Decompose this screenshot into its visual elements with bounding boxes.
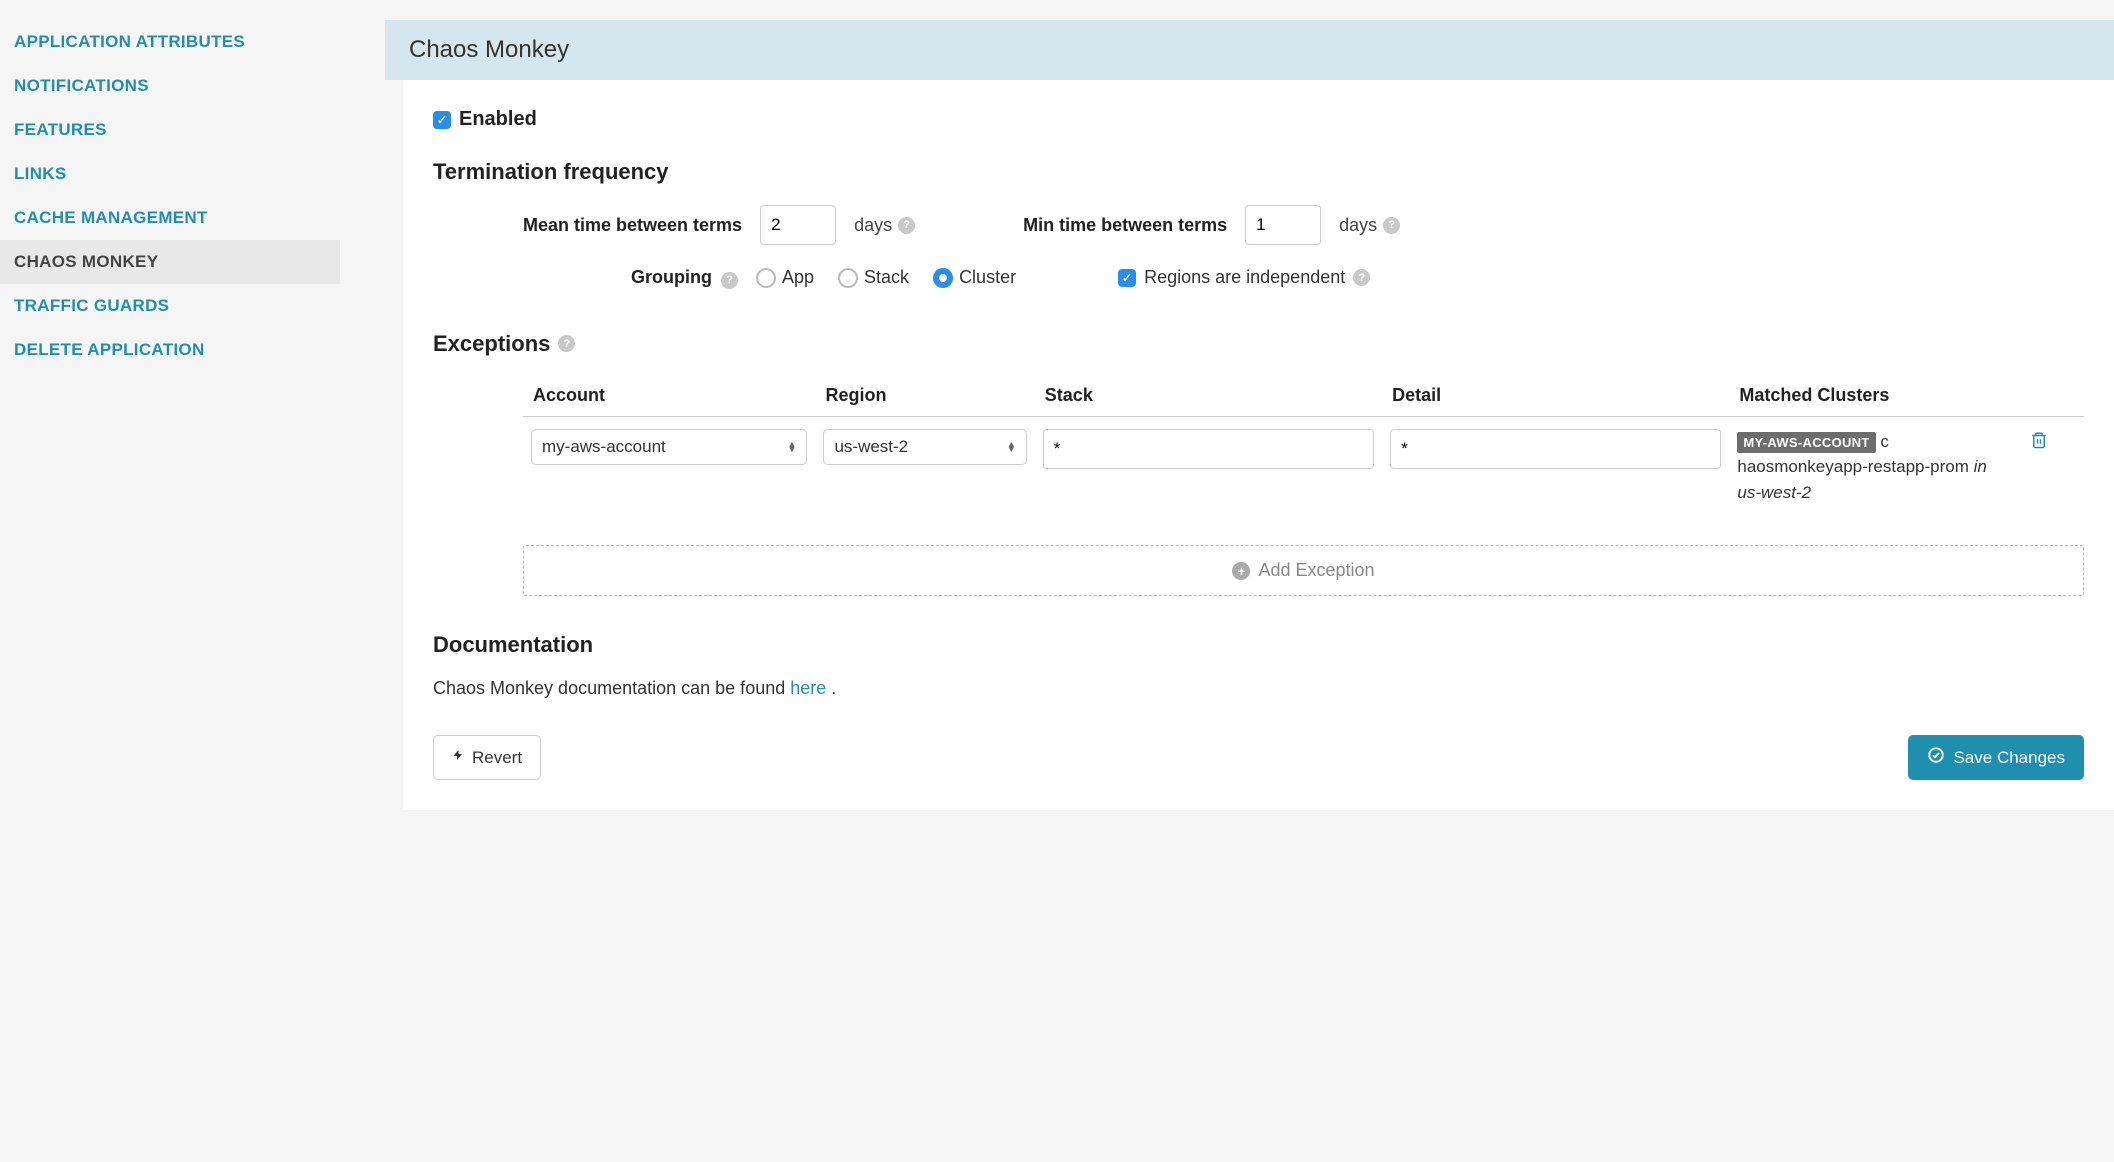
detail-input[interactable] [1390,429,1721,469]
grouping-radio-group: App Stack Cluster [756,267,1016,288]
documentation-section-title: Documentation [433,632,2084,658]
radio-circle-icon [838,268,858,288]
radio-label: Stack [864,267,909,288]
footer-row: Revert Save Changes [433,735,2084,780]
documentation-text: Chaos Monkey documentation can be found … [433,678,2084,699]
min-time-unit: days [1339,215,1400,236]
min-time-label: Min time between terms [1023,215,1227,236]
grouping-label-text: Grouping [631,267,712,287]
regions-independent-row: Regions are independent [1118,267,1370,288]
unit-label: days [854,215,892,236]
sidebar-item-traffic-guards[interactable]: TRAFFIC GUARDS [0,284,340,328]
enabled-row: Enabled [433,108,2084,131]
region-select[interactable]: us-west-2 ▲▼ [823,429,1026,465]
help-icon[interactable] [898,217,915,234]
radio-label: App [782,267,814,288]
page-container: APPLICATION ATTRIBUTES NOTIFICATIONS FEA… [0,0,2114,830]
sidebar-item-notifications[interactable]: NOTIFICATIONS [0,64,340,108]
sidebar-item-chaos-monkey[interactable]: CHAOS MONKEY [0,240,340,284]
sidebar-item-delete-application[interactable]: DELETE APPLICATION [0,328,340,372]
sidebar-item-features[interactable]: FEATURES [0,108,340,152]
exception-row: my-aws-account ▲▼ us-west-2 ▲▼ [523,416,2084,505]
grouping-row: Grouping App Stack [523,267,2084,289]
mean-time-label: Mean time between terms [523,215,742,236]
help-icon[interactable] [1353,269,1370,286]
save-changes-button[interactable]: Save Changes [1908,735,2084,780]
select-arrows-icon: ▲▼ [788,442,797,451]
sidebar-item-cache-management[interactable]: CACHE MANAGEMENT [0,196,340,240]
radio-circle-icon [933,268,953,288]
mean-time-unit: days [854,215,915,236]
frequency-row-1: Mean time between terms days Min time be… [523,205,2084,245]
sidebar-item-links[interactable]: LINKS [0,152,340,196]
sidebar-item-application-attributes[interactable]: APPLICATION ATTRIBUTES [0,20,340,64]
matched-trail-text: c [1880,432,1889,451]
regions-checkbox[interactable] [1118,269,1136,287]
enabled-label: Enabled [459,108,537,131]
matched-region: us-west-2 [1737,483,1811,502]
matched-clusters-cell: MY-AWS-ACCOUNT c haosmonkeyapp-restapp-p… [1729,416,2021,505]
add-exception-button[interactable]: Add Exception [523,545,2084,596]
mean-time-input[interactable] [760,205,836,245]
check-circle-icon [1927,746,1945,769]
col-detail: Detail [1382,377,1729,417]
radio-label: Cluster [959,267,1016,288]
sidebar: APPLICATION ATTRIBUTES NOTIFICATIONS FEA… [0,20,340,810]
termination-section-title: Termination frequency [433,159,2084,185]
exceptions-section-title: Exceptions [433,331,575,357]
main-panel: Chaos Monkey Enabled Termination frequen… [385,20,2114,810]
doc-text-suffix: . [826,678,836,698]
regions-label: Regions are independent [1144,267,1345,288]
exceptions-table: Account Region Stack Detail Matched Clus… [523,377,2084,506]
add-exception-label: Add Exception [1258,560,1374,580]
revert-button[interactable]: Revert [433,735,541,780]
save-label: Save Changes [1953,748,2065,768]
help-icon[interactable] [1383,217,1400,234]
delete-exception-icon[interactable] [2030,429,2048,456]
radio-circle-icon [756,268,776,288]
enabled-checkbox[interactable] [433,111,451,129]
table-header-row: Account Region Stack Detail Matched Clus… [523,377,2084,417]
region-select-value: us-west-2 [834,437,908,457]
col-matched: Matched Clusters [1729,377,2021,417]
stack-input[interactable] [1043,429,1374,469]
bolt-icon [452,746,464,769]
grouping-radio-app[interactable]: App [756,267,814,288]
grouping-label: Grouping [523,267,738,289]
help-icon[interactable] [558,335,575,352]
exceptions-area: Account Region Stack Detail Matched Clus… [523,377,2084,597]
help-icon[interactable] [721,272,738,289]
documentation-link[interactable]: here [790,678,826,698]
termination-frequency-grid: Mean time between terms days Min time be… [523,205,2084,289]
min-time-input[interactable] [1245,205,1321,245]
revert-label: Revert [472,748,522,768]
plus-icon [1232,562,1250,580]
select-arrows-icon: ▲▼ [1007,442,1016,451]
account-tag: MY-AWS-ACCOUNT [1737,432,1875,453]
col-stack: Stack [1035,377,1382,417]
panel-body: Enabled Termination frequency Mean time … [403,80,2114,810]
grouping-radio-stack[interactable]: Stack [838,267,909,288]
doc-text-prefix: Chaos Monkey documentation can be found [433,678,790,698]
matched-cluster-name: haosmonkeyapp-restapp-prom [1737,457,1969,476]
account-select-value: my-aws-account [542,437,666,457]
grouping-radio-cluster[interactable]: Cluster [933,267,1016,288]
unit-label: days [1339,215,1377,236]
col-region: Region [815,377,1034,417]
exceptions-title-text: Exceptions [433,331,550,357]
col-account: Account [523,377,815,417]
account-select[interactable]: my-aws-account ▲▼ [531,429,807,465]
panel-title: Chaos Monkey [385,20,2114,80]
matched-in: in [1974,457,1987,476]
